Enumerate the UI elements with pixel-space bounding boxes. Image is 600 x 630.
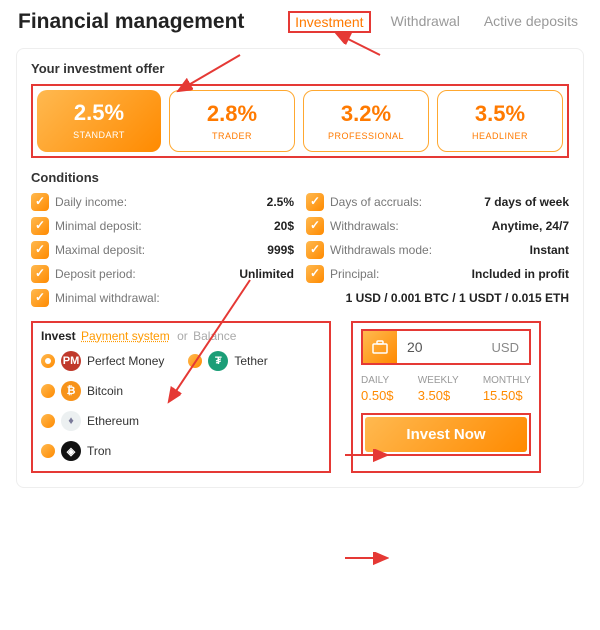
or-label: or bbox=[177, 329, 188, 343]
earnings-row: DAILY 0.50$ WEEKLY 3.50$ MONTHLY 15.50$ bbox=[361, 375, 531, 403]
tab-investment[interactable]: Investment bbox=[288, 11, 370, 33]
pm-perfect-money[interactable]: PM Perfect Money bbox=[41, 351, 164, 371]
pm-label: Tether bbox=[234, 354, 267, 368]
cond-label: Withdrawals: bbox=[330, 219, 399, 233]
pm-label: Bitcoin bbox=[87, 384, 123, 398]
pm-bitcoin[interactable]: ₿ Bitcoin bbox=[41, 381, 123, 401]
tab-withdrawal[interactable]: Withdrawal bbox=[387, 11, 464, 33]
pm-ethereum[interactable]: ♦ Ethereum bbox=[41, 411, 139, 431]
perfect-money-icon: PM bbox=[61, 351, 81, 371]
invest-summary-panel: 20 USD DAILY 0.50$ WEEKLY 3.50$ MONTHLY 15.… bbox=[351, 321, 541, 473]
tabs: Investment Withdrawal Active deposits bbox=[288, 11, 582, 33]
invest-now-button[interactable]: Invest Now bbox=[365, 417, 527, 452]
cond-label: Days of accruals: bbox=[330, 195, 422, 209]
plan-name: STANDART bbox=[41, 130, 157, 140]
earn-label: DAILY bbox=[361, 375, 394, 386]
cond-value: 7 days of week bbox=[484, 195, 569, 209]
cond-value: 999$ bbox=[267, 243, 294, 257]
radio-icon bbox=[41, 354, 55, 368]
page-title: Financial management bbox=[18, 10, 244, 34]
plan-name: PROFESSIONAL bbox=[308, 131, 424, 141]
cond-label: Withdrawals mode: bbox=[330, 243, 432, 257]
check-icon bbox=[306, 193, 324, 211]
cond-value: 1 USD / 0.001 BTC / 1 USDT / 0.015 ETH bbox=[346, 291, 569, 305]
check-icon bbox=[306, 217, 324, 235]
amount-value: 20 bbox=[397, 339, 492, 355]
check-icon bbox=[31, 289, 49, 307]
radio-icon bbox=[41, 384, 55, 398]
earn-label: WEEKLY bbox=[418, 375, 459, 386]
cond-value: Instant bbox=[530, 243, 569, 257]
plan-headliner[interactable]: 3.5% HEADLINER bbox=[437, 90, 563, 152]
plan-trader[interactable]: 2.8% TRADER bbox=[169, 90, 295, 152]
balance-link[interactable]: Balance bbox=[193, 329, 236, 343]
pm-tether[interactable]: ₮ Tether bbox=[188, 351, 267, 371]
bitcoin-icon: ₿ bbox=[61, 381, 81, 401]
cond-label: Principal: bbox=[330, 267, 379, 281]
cond-value: Unlimited bbox=[239, 267, 294, 281]
cond-label: Daily income: bbox=[55, 195, 127, 209]
plan-rate: 2.5% bbox=[41, 100, 157, 126]
cond-value: Anytime, 24/7 bbox=[492, 219, 569, 233]
pm-label: Ethereum bbox=[87, 414, 139, 428]
conditions: Daily income: 2.5% Days of accruals: 7 day… bbox=[31, 193, 569, 307]
plan-rate: 2.8% bbox=[174, 101, 290, 127]
plan-rate: 3.2% bbox=[308, 101, 424, 127]
cond-value: Included in profit bbox=[472, 267, 569, 281]
payment-system-panel: Invest Payment system or Balance PM Perf… bbox=[31, 321, 331, 473]
plan-standart[interactable]: 2.5% STANDART bbox=[37, 90, 161, 152]
invest-label: Invest bbox=[41, 329, 76, 343]
earn-value: 0.50$ bbox=[361, 388, 394, 403]
plan-list: 2.5% STANDART 2.8% TRADER 3.2% PROFESSIO… bbox=[31, 84, 569, 158]
cond-label: Maximal deposit: bbox=[55, 243, 145, 257]
check-icon bbox=[31, 193, 49, 211]
plan-name: HEADLINER bbox=[442, 131, 558, 141]
payment-system-link[interactable]: Payment system bbox=[81, 329, 170, 343]
plan-rate: 3.5% bbox=[442, 101, 558, 127]
tron-icon: ◈ bbox=[61, 441, 81, 461]
conditions-title: Conditions bbox=[31, 170, 569, 185]
plan-name: TRADER bbox=[174, 131, 290, 141]
radio-icon bbox=[41, 444, 55, 458]
radio-icon bbox=[188, 354, 202, 368]
cond-label: Deposit period: bbox=[55, 267, 136, 281]
plan-professional[interactable]: 3.2% PROFESSIONAL bbox=[303, 90, 429, 152]
cond-value: 2.5% bbox=[267, 195, 294, 209]
radio-icon bbox=[41, 414, 55, 428]
cond-label: Minimal withdrawal: bbox=[55, 291, 160, 305]
invest-head: Invest Payment system or Balance bbox=[41, 329, 321, 343]
tether-icon: ₮ bbox=[208, 351, 228, 371]
check-icon bbox=[31, 265, 49, 283]
tab-active-deposits[interactable]: Active deposits bbox=[480, 11, 582, 33]
ethereum-icon: ♦ bbox=[61, 411, 81, 431]
offer-label: Your investment offer bbox=[31, 61, 569, 76]
cond-label: Minimal deposit: bbox=[55, 219, 142, 233]
earn-value: 3.50$ bbox=[418, 388, 459, 403]
amount-currency: USD bbox=[492, 340, 529, 355]
check-icon bbox=[306, 241, 324, 259]
amount-input[interactable]: 20 USD bbox=[361, 329, 531, 365]
pm-label: Perfect Money bbox=[87, 354, 164, 368]
briefcase-icon bbox=[363, 331, 397, 363]
check-icon bbox=[31, 217, 49, 235]
pm-tron[interactable]: ◈ Tron bbox=[41, 441, 111, 461]
cond-value: 20$ bbox=[274, 219, 294, 233]
earn-value: 15.50$ bbox=[483, 388, 531, 403]
earn-label: MONTHLY bbox=[483, 375, 531, 386]
check-icon bbox=[306, 265, 324, 283]
investment-card: Your investment offer 2.5% STANDART 2.8%… bbox=[16, 48, 584, 488]
pm-label: Tron bbox=[87, 444, 111, 458]
check-icon bbox=[31, 241, 49, 259]
